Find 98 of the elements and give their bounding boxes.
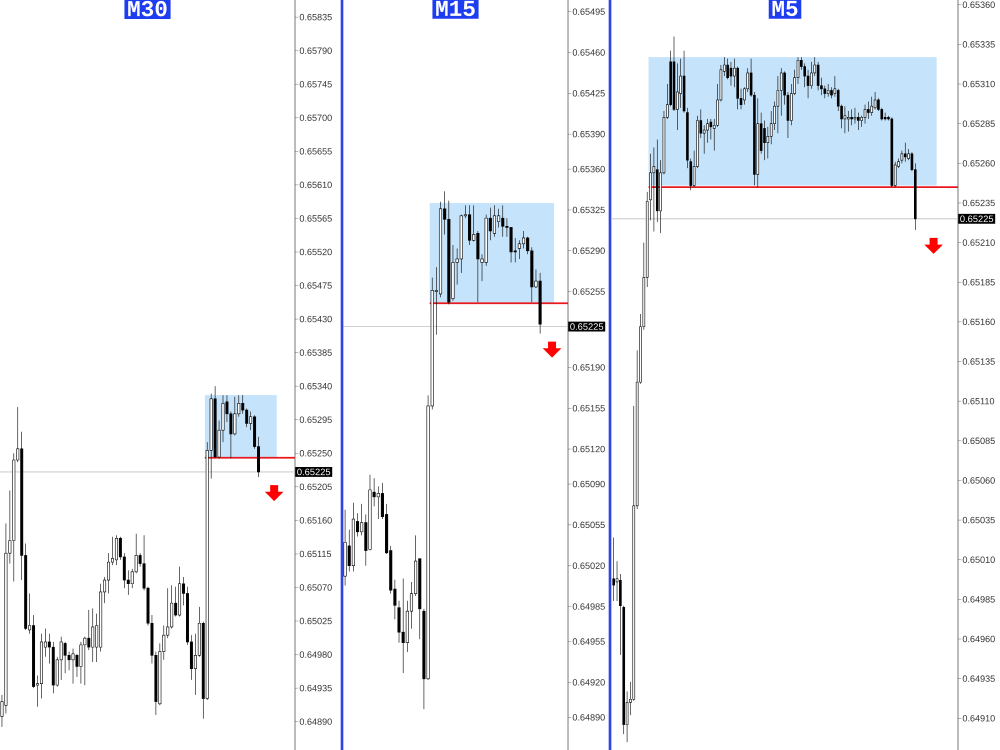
candlestick	[522, 230, 526, 249]
y-tick-label: 0.64960	[962, 636, 995, 642]
y-tick-label: 0.65210	[962, 239, 995, 246]
chart-title: M30	[128, 0, 167, 16]
y-tick-label: 0.65700	[300, 114, 332, 121]
candlestick	[91, 608, 94, 662]
candlestick	[676, 63, 679, 130]
y-tick-label: 0.65025	[300, 618, 332, 624]
y-tick-label: 0.65610	[300, 182, 332, 188]
candlestick	[656, 139, 659, 222]
y-tick-label: 0.65120	[572, 446, 605, 452]
y-tick-label: 0.64935	[300, 684, 332, 692]
y-tick-label: 0.64890	[300, 718, 332, 725]
y-tick-label: 0.65185	[962, 279, 995, 286]
candlestick	[397, 600, 401, 643]
y-tick-label: 0.65190	[572, 364, 605, 371]
y-tick-label: 0.65325	[572, 206, 605, 214]
y-tick-label: 0.65790	[300, 47, 332, 54]
candlestick	[706, 118, 709, 144]
y-tick-label: 0.65565	[300, 215, 332, 222]
y-tick-label: 0.65205	[300, 484, 332, 490]
y-tick-label: 0.65160	[300, 517, 332, 524]
y-tick-label: 0.65520	[300, 248, 332, 256]
y-tick-label: 0.65235	[962, 200, 995, 206]
y-tick-label: 0.65495	[572, 8, 605, 15]
y-tick-label: 0.65155	[572, 405, 605, 412]
y-tick-label: 0.65035	[962, 516, 995, 524]
ref-line-label: 0.65225	[570, 323, 604, 330]
y-tick-label: 0.65390	[572, 130, 605, 138]
y-tick-label: 0.65055	[572, 522, 605, 528]
candlestick	[806, 69, 810, 99]
candlestick	[72, 648, 75, 684]
y-tick-label: 0.65110	[962, 398, 994, 404]
y-tick-label: 0.64955	[572, 638, 605, 645]
y-tick-label: 0.65160	[962, 318, 995, 326]
candlestick	[844, 106, 846, 134]
candlestick	[679, 58, 682, 108]
candlestick	[766, 126, 770, 159]
y-tick-label: 0.65085	[962, 438, 995, 444]
candlestick	[468, 204, 472, 246]
candlestick	[776, 76, 780, 134]
candlestick	[114, 534, 118, 566]
candlestick	[438, 201, 442, 298]
y-tick-label: 0.65425	[572, 90, 605, 97]
y-tick-label: 0.65290	[572, 248, 605, 254]
candlestick	[32, 614, 36, 688]
candlestick	[40, 633, 43, 699]
candlestick	[763, 120, 766, 160]
ref-line-label: 0.65225	[960, 216, 994, 222]
y-tick-label: 0.64985	[962, 596, 995, 603]
candlestick	[612, 537, 615, 602]
candlestick	[830, 86, 833, 99]
chart-title: M5	[772, 0, 798, 16]
candlestick	[368, 474, 372, 551]
candlestick	[756, 98, 760, 188]
candlestick	[344, 509, 347, 586]
candlestick	[682, 50, 686, 113]
candlestick	[854, 108, 856, 124]
y-tick-label: 0.65340	[300, 382, 332, 390]
candlestick	[107, 552, 110, 594]
y-tick-label: 0.64980	[300, 651, 332, 658]
y-tick-label: 0.65430	[300, 316, 332, 322]
y-tick-label: 0.65385	[300, 349, 332, 356]
y-tick-label: 0.64890	[572, 714, 605, 721]
y-tick-label: 0.65250	[300, 450, 332, 456]
candlestick	[402, 578, 405, 674]
y-tick-label: 0.65115	[300, 550, 332, 558]
y-tick-label: 0.65255	[572, 288, 605, 295]
y-tick-label: 0.64920	[572, 679, 605, 686]
y-tick-label: 0.65360	[962, 2, 995, 8]
y-tick-label: 0.65310	[962, 80, 995, 88]
y-tick-label: 0.64910	[962, 715, 995, 722]
y-tick-label: 0.65655	[300, 148, 332, 155]
y-tick-label: 0.65460	[572, 49, 605, 56]
chart-title: M15	[436, 0, 475, 16]
ref-line-label: 0.65225	[297, 468, 330, 476]
y-tick-label: 0.65060	[962, 477, 995, 484]
candlestick	[730, 62, 732, 86]
y-tick-label: 0.64935	[962, 675, 995, 682]
y-tick-label: 0.65070	[300, 584, 332, 591]
candlestick	[501, 204, 504, 238]
y-tick-label: 0.64985	[572, 603, 605, 610]
candlestick	[652, 147, 656, 232]
candlestick	[492, 204, 496, 238]
y-tick-label: 0.65475	[300, 282, 332, 289]
y-tick-label: 0.65260	[962, 160, 995, 167]
y-tick-label: 0.65335	[962, 41, 995, 48]
y-tick-label: 0.65285	[962, 120, 995, 127]
y-tick-label: 0.65020	[572, 562, 605, 569]
y-tick-label: 0.65135	[962, 358, 995, 365]
y-tick-label: 0.65745	[300, 81, 332, 88]
y-tick-label: 0.65295	[300, 416, 332, 423]
candlestick	[672, 36, 676, 112]
y-tick-label: 0.65360	[572, 166, 605, 172]
candlestick	[864, 104, 866, 124]
y-tick-label: 0.65010	[962, 556, 995, 563]
y-tick-label: 0.65835	[300, 14, 332, 20]
y-tick-label: 0.65090	[572, 480, 605, 488]
